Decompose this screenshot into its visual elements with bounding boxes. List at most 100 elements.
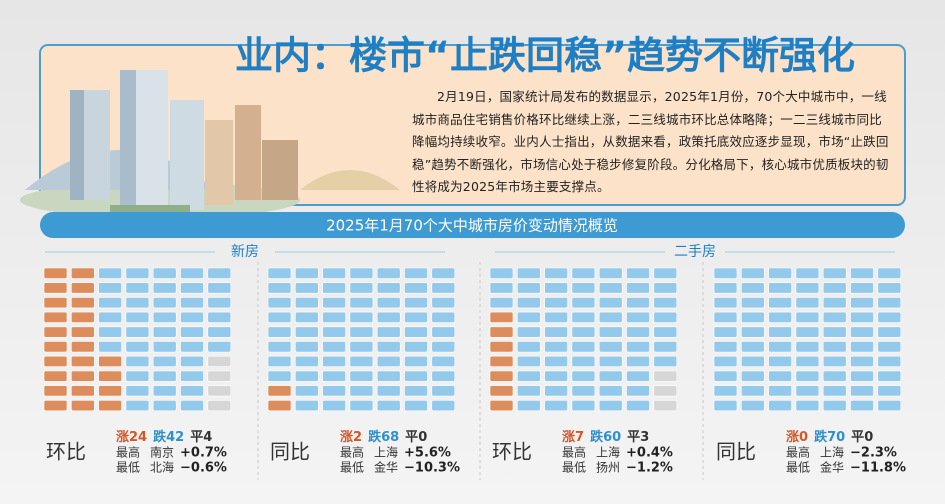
city-square xyxy=(713,399,738,412)
city-square xyxy=(713,267,738,279)
city-square xyxy=(404,341,428,353)
city-square xyxy=(740,267,765,279)
city-square xyxy=(571,370,596,382)
city-square xyxy=(152,326,177,338)
city-square xyxy=(125,326,150,338)
city-square xyxy=(768,370,792,382)
city-square xyxy=(571,355,596,368)
city-square xyxy=(740,311,765,323)
city-square xyxy=(740,370,765,382)
high-city: 上海 xyxy=(820,445,844,460)
city-square xyxy=(267,370,292,382)
rise-label: 涨 xyxy=(339,430,353,445)
city-square xyxy=(431,399,456,412)
city-square xyxy=(598,267,623,279)
city-square xyxy=(71,370,95,382)
city-square xyxy=(544,326,568,338)
city-square xyxy=(544,282,568,294)
city-square xyxy=(489,267,514,279)
city-square xyxy=(653,385,678,397)
city-square xyxy=(626,326,650,338)
city-square xyxy=(349,311,374,323)
city-square xyxy=(294,311,319,323)
high-label: 最高 xyxy=(562,445,586,460)
city-square xyxy=(431,311,456,323)
rise-label: 涨 xyxy=(561,430,575,445)
city-square xyxy=(43,267,68,279)
city-square xyxy=(489,370,514,382)
flat-label: 平 xyxy=(627,430,640,445)
city-square xyxy=(822,370,847,382)
city-square xyxy=(152,355,177,368)
city-square xyxy=(180,311,204,323)
city-square xyxy=(713,311,738,323)
city-square xyxy=(850,282,874,294)
city-square xyxy=(322,267,346,279)
city-square xyxy=(98,267,122,279)
city-square xyxy=(322,399,346,412)
city-square xyxy=(768,282,792,294)
city-square xyxy=(349,355,374,368)
fall-label: 跌 xyxy=(590,429,604,445)
city-square xyxy=(822,311,847,323)
city-square xyxy=(431,370,456,382)
city-square xyxy=(207,399,232,412)
city-square xyxy=(43,341,68,353)
city-square xyxy=(822,399,847,412)
low-label: 最低 xyxy=(116,461,140,475)
city-square xyxy=(207,326,232,338)
city-square xyxy=(98,355,122,368)
city-square xyxy=(768,267,792,279)
city-square xyxy=(294,326,319,338)
city-square xyxy=(877,282,902,294)
flat-label: 平 xyxy=(405,430,418,445)
city-square xyxy=(71,297,95,309)
city-square xyxy=(653,399,678,412)
city-square xyxy=(598,385,623,397)
city-square xyxy=(180,399,204,412)
section-label: 新房 xyxy=(231,244,259,260)
city-square xyxy=(877,355,902,368)
fall-count: 68 xyxy=(381,430,399,445)
city-square xyxy=(877,385,902,397)
city-square xyxy=(795,311,820,323)
city-square xyxy=(125,311,150,323)
city-square xyxy=(516,326,541,338)
city-square xyxy=(516,370,541,382)
city-square xyxy=(180,267,204,279)
city-square xyxy=(71,355,95,368)
panel-label: 环比 xyxy=(46,440,86,464)
city-square xyxy=(98,385,122,397)
city-square xyxy=(850,311,874,323)
city-square xyxy=(795,267,820,279)
city-square xyxy=(152,282,177,294)
city-square xyxy=(404,370,428,382)
city-square xyxy=(822,282,847,294)
city-square xyxy=(294,297,319,309)
fall-count: 60 xyxy=(603,430,621,445)
city-square xyxy=(653,311,678,323)
city-square xyxy=(43,326,68,338)
city-square xyxy=(626,355,650,368)
high-change: +5.6% xyxy=(404,446,451,461)
city-square xyxy=(653,341,678,353)
city-square xyxy=(207,385,232,397)
city-square xyxy=(98,341,122,353)
city-square xyxy=(571,341,596,353)
city-square xyxy=(71,267,95,279)
city-square xyxy=(571,282,596,294)
city-square xyxy=(626,399,650,412)
city-square xyxy=(376,355,401,368)
city-square xyxy=(822,267,847,279)
city-square xyxy=(376,311,401,323)
high-label: 最高 xyxy=(116,445,140,460)
city-square xyxy=(740,326,765,338)
city-square xyxy=(795,297,820,309)
city-square xyxy=(294,341,319,353)
section-label: 二手房 xyxy=(674,244,716,260)
city-square xyxy=(125,282,150,294)
low-label: 最低 xyxy=(340,461,364,475)
banner xyxy=(40,212,905,238)
high-change: +0.7% xyxy=(180,446,227,461)
